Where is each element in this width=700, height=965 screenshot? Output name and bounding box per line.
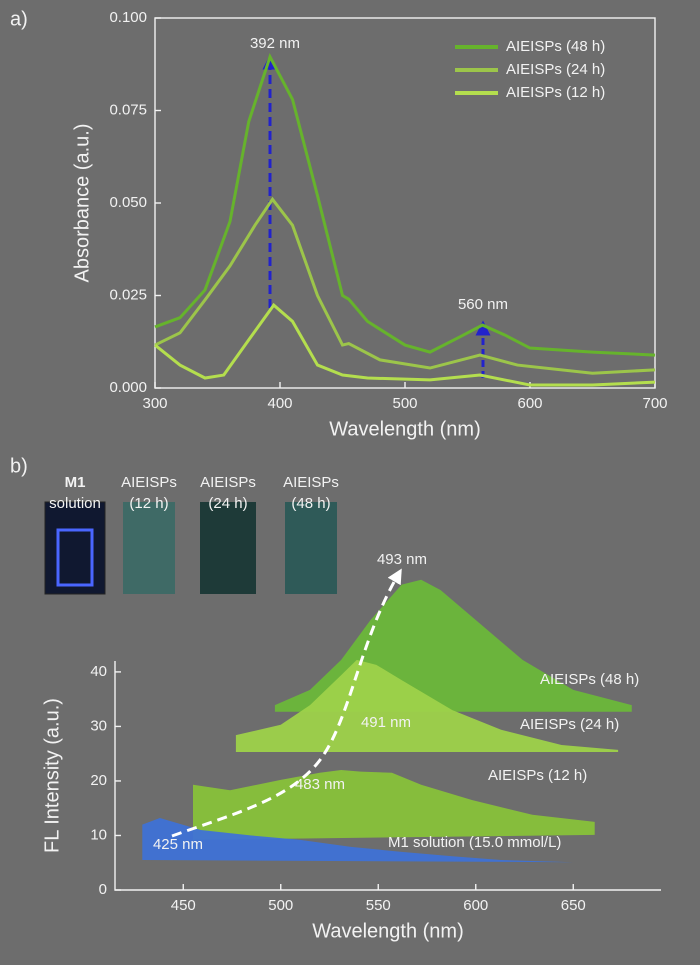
inset-photo xyxy=(285,502,337,594)
panel-label: a) xyxy=(10,8,28,30)
y-tick-label: 0.100 xyxy=(109,9,147,26)
inset-label: AIEISPs xyxy=(283,474,339,491)
inset-label: solution xyxy=(49,495,101,512)
x-tick-label: 600 xyxy=(463,897,488,914)
line xyxy=(154,302,656,387)
inset-label: (24 h) xyxy=(208,495,247,512)
inset-label: (48 h) xyxy=(291,495,330,512)
x-axis-title: Wavelength (nm) xyxy=(312,920,464,942)
x-tick-label: 650 xyxy=(561,897,586,914)
inset-label: (12 h) xyxy=(129,495,168,512)
y-tick-label: 30 xyxy=(90,717,107,734)
y-tick-label: 40 xyxy=(90,663,107,680)
legend-label: AIEISPs (24 h) xyxy=(506,61,605,78)
spectrum-area xyxy=(193,770,595,840)
inset-photo xyxy=(56,528,94,587)
inset-label: AIEISPs xyxy=(200,474,256,491)
y-tick-label: 0.025 xyxy=(109,286,147,303)
y-tick-label: 20 xyxy=(90,772,107,789)
annotation: 560 nm xyxy=(458,296,508,313)
y-tick-label: 0.000 xyxy=(109,379,147,396)
line xyxy=(154,53,656,357)
line xyxy=(154,196,656,375)
x-tick-label: 550 xyxy=(366,897,391,914)
y-tick-label: 10 xyxy=(90,826,107,843)
x-tick-label: 600 xyxy=(517,395,542,412)
y-tick-label: 0.075 xyxy=(109,101,147,118)
annotation: 425 nm xyxy=(153,836,203,853)
x-tick-label: 500 xyxy=(268,897,293,914)
inset-photo xyxy=(44,501,106,595)
x-tick-label: 700 xyxy=(642,395,667,412)
annotation: 493 nm xyxy=(377,551,427,568)
y-tick-label: 0 xyxy=(99,881,107,898)
spectrum-area xyxy=(235,659,619,753)
inset-photo xyxy=(123,502,175,594)
x-tick-label: 450 xyxy=(171,897,196,914)
inset-label: M1 xyxy=(65,474,86,491)
x-tick-label: 500 xyxy=(392,395,417,412)
x-tick-label: 400 xyxy=(267,395,292,412)
annotation: 483 nm xyxy=(295,776,345,793)
panel-label: b) xyxy=(10,455,28,477)
legend-label: AIEISPs (12 h) xyxy=(506,84,605,101)
y-axis-title: Absorbance (a.u.) xyxy=(71,124,93,283)
inset-label: AIEISPs xyxy=(121,474,177,491)
x-tick-label: 300 xyxy=(142,395,167,412)
y-tick-label: 0.050 xyxy=(109,194,147,211)
series-label: AIEISPs (48 h) xyxy=(540,671,639,688)
series-label: AIEISPs (24 h) xyxy=(520,716,619,733)
series-label: M1 solution (15.0 mmol/L) xyxy=(388,834,561,851)
y-axis-title: FL Intensity (a.u.) xyxy=(41,698,63,853)
annotation: 491 nm xyxy=(361,714,411,731)
trend-arrow xyxy=(171,568,402,838)
spectrum-area xyxy=(142,818,574,863)
inset-photo xyxy=(200,502,256,594)
legend-label: AIEISPs (48 h) xyxy=(506,38,605,55)
annotation: 392 nm xyxy=(250,35,300,52)
series-label: AIEISPs (12 h) xyxy=(488,767,587,784)
x-axis-title: Wavelength (nm) xyxy=(329,418,481,440)
